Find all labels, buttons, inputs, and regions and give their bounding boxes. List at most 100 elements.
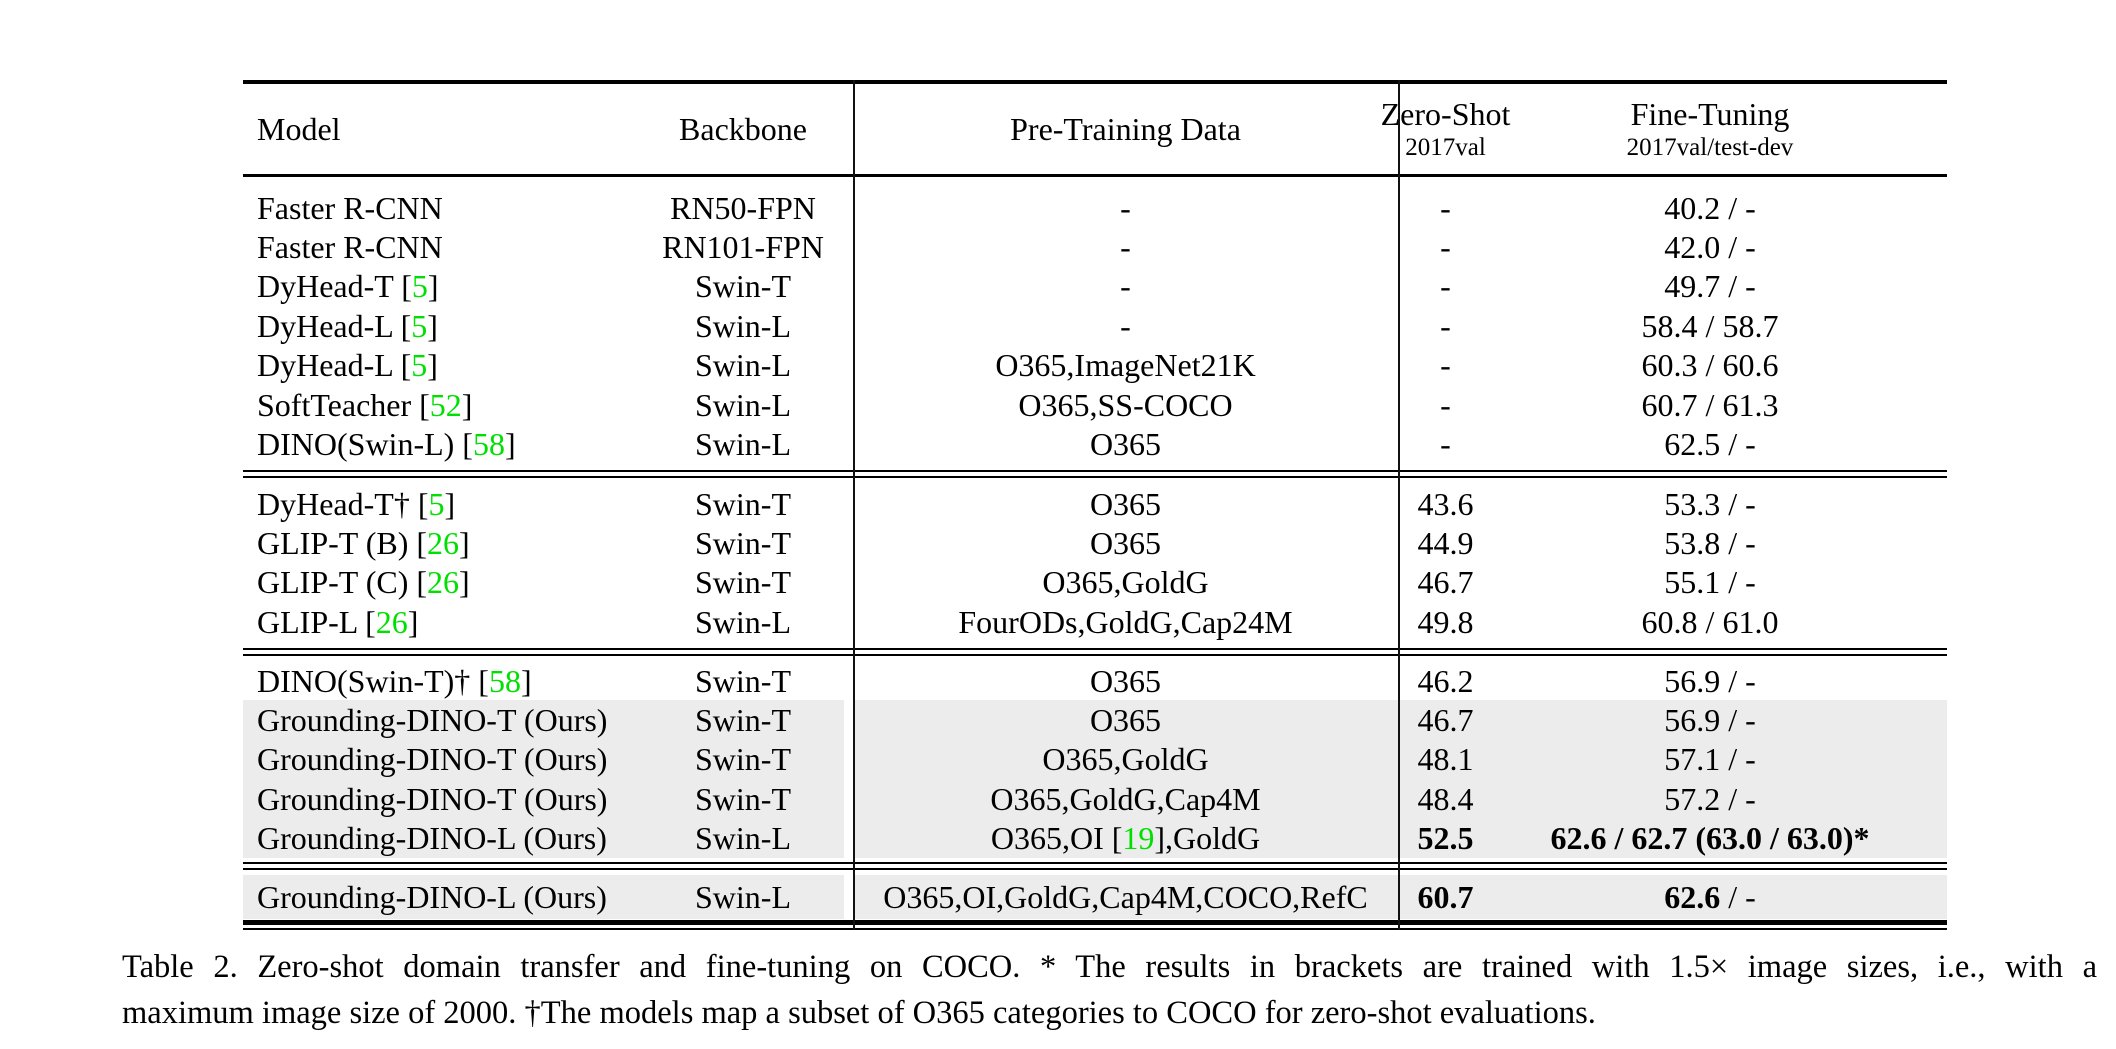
header-pretraining-data: Pre-Training Data — [1010, 110, 1241, 147]
table-caption: Table 2. Zero-shot domain transfer and f… — [122, 944, 2097, 1036]
model-cell: DyHead-L [5] — [243, 310, 633, 342]
fine-tuning-cell: 58.4 / 58.7 — [1493, 310, 1947, 342]
zero-shot-cell: 48.4 — [1398, 783, 1493, 815]
backbone-cell: Swin-T — [695, 485, 791, 522]
caption-line-1: Table 2. Zero-shot domain transfer and f… — [122, 949, 2097, 985]
zero-shot-cell: - — [1398, 349, 1493, 381]
table-row: DyHead-L [5] Swin-L O365,ImageNet21K - 60.3 … — [243, 346, 1947, 385]
table-row: Faster R-CNN RN50-FPN - - 40.2 / - — [243, 188, 1947, 227]
model-cell: Grounding-DINO-L (Ours) — [243, 822, 633, 854]
caption-line-2: maximum image size of 2000. †The models … — [122, 995, 1596, 1031]
model-cell: SoftTeacher [52] — [243, 389, 633, 421]
pretraining-data-cell: O365 — [853, 527, 1398, 559]
text-segment: DyHead-L [ — [257, 347, 412, 384]
citation-link[interactable]: 58 — [472, 426, 505, 463]
citation-link[interactable]: 52 — [429, 386, 462, 423]
citation-link[interactable]: 5 — [411, 347, 428, 384]
zero-shot-cell: 46.2 — [1398, 665, 1493, 697]
text-segment: O365 — [1089, 662, 1162, 699]
text-segment: 46.7 — [1417, 564, 1474, 601]
model-cell: Faster R-CNN — [243, 231, 633, 263]
pretraining-data-cell: O365 — [853, 488, 1398, 520]
citation-link[interactable]: 26 — [427, 525, 460, 562]
backbone-cell: Swin-L — [695, 879, 791, 915]
row-highlight — [243, 818, 844, 858]
citation-link[interactable]: 26 — [427, 564, 460, 601]
text-segment: Faster R-CNN — [257, 229, 443, 266]
backbone-cell: RN50-FPN — [670, 189, 816, 226]
row-highlight — [243, 779, 844, 819]
text-segment: O365 — [1089, 702, 1162, 739]
model-cell: GLIP-T (B) [26] — [243, 527, 633, 559]
text-segment: 62.6 / 62.7 (63.0 / 63.0)* — [1550, 820, 1870, 857]
text-segment: 56.9 / - — [1664, 702, 1756, 739]
text-segment: ] — [459, 564, 470, 601]
header-fine-tuning-subtitle: 2017val/test-dev — [1626, 134, 1794, 161]
text-segment: DINO(Swin-T)† [ — [257, 662, 489, 699]
table-row: DINO(Swin-T)† [58] Swin-T O365 46.2 56.9 / - — [243, 661, 1947, 700]
text-segment: ] — [407, 603, 419, 640]
text-segment: 40.2 / - — [1664, 189, 1756, 226]
zero-shot-cell: - — [1398, 231, 1493, 263]
table-row: GLIP-L [26] Swin-L FourODs,GoldG,Cap24M 49.… — [243, 602, 1947, 641]
model-cell: DyHead-T† [5] — [243, 488, 633, 520]
fine-tuning-cell: 55.1 / - — [1493, 566, 1947, 598]
fine-tuning-cell: 49.7 / - — [1493, 270, 1947, 302]
zero-shot-cell: - — [1398, 270, 1493, 302]
results-table: Model Backbone Pre-Training Data Zero-Sh… — [243, 80, 1947, 932]
row-highlight — [243, 875, 844, 919]
section-rule — [243, 648, 1947, 650]
table-row: Grounding-DINO-L (Ours) Swin-L O365,OI,Gol… — [243, 875, 1947, 919]
pretraining-data-cell: - — [853, 270, 1398, 302]
pretraining-data-cell: O365,GoldG — [853, 566, 1398, 598]
text-segment: O365,GoldG — [1042, 741, 1209, 778]
header-fine-tuning: Fine-Tuning 2017val/test-dev — [1493, 95, 1947, 163]
citation-link[interactable]: 26 — [375, 603, 408, 640]
header-fine-tuning-title: Fine-Tuning — [1630, 96, 1790, 132]
citation-link[interactable]: 58 — [488, 662, 521, 699]
text-segment: 46.2 — [1417, 662, 1474, 699]
citation-link[interactable]: 5 — [411, 307, 428, 344]
fine-tuning-cell: 56.9 / - — [1493, 704, 1947, 736]
header-zero-shot: Zero-Shot 2017val — [1381, 95, 1511, 163]
table-row: DyHead-L [5] Swin-L - - 58.4 / 58.7 — [243, 306, 1947, 345]
fine-tuning-cell: 53.3 / - — [1493, 488, 1947, 520]
text-segment: 57.1 / - — [1664, 741, 1756, 778]
text-segment: Faster R-CNN — [257, 189, 443, 226]
zero-shot-cell: 43.6 — [1398, 488, 1493, 520]
fine-tuning-cell: 62.6 / 62.7 (63.0 / 63.0)* — [1493, 822, 1947, 854]
text-segment: Grounding-DINO-T (Ours) — [257, 780, 608, 817]
text-segment: ] — [427, 307, 438, 344]
table-section-closed-set: Faster R-CNN RN50-FPN - -40.2 / - Faster R-C… — [243, 188, 1947, 464]
text-segment: 49.8 — [1417, 603, 1474, 640]
table-row: Grounding-DINO-T (Ours) Swin-T O365,GoldG 4… — [243, 739, 1947, 780]
backbone-cell: Swin-T — [695, 702, 791, 739]
section-rule — [243, 868, 1947, 870]
text-segment: ] — [461, 386, 473, 423]
text-segment: ] — [427, 347, 438, 384]
table-section-zero-shot-baselines: DyHead-T† [5] Swin-T O365 43.6 53.3 / - GLIP-… — [243, 484, 1947, 642]
table-row: Grounding-DINO-T (Ours) Swin-T O365,GoldG,… — [243, 779, 1947, 819]
backbone-cell: Swin-T — [695, 564, 791, 601]
text-segment: 60.3 / 60.6 — [1641, 347, 1779, 384]
text-segment: - — [1440, 307, 1451, 344]
backbone-cell: Swin-L — [695, 603, 791, 640]
text-segment: Grounding-DINO-L (Ours) — [257, 820, 607, 857]
fine-tuning-cell: 60.3 / 60.6 — [1493, 349, 1947, 381]
pretraining-data-cell: O365,GoldG — [853, 743, 1398, 775]
text-segment: - — [1440, 189, 1451, 226]
pretraining-data-cell: O365,ImageNet21K — [853, 349, 1398, 381]
text-segment: - — [1440, 229, 1451, 266]
text-segment: 49.7 / - — [1664, 268, 1756, 305]
citation-link[interactable]: 19 — [1122, 820, 1155, 857]
text-segment: O365 — [1089, 485, 1162, 522]
text-segment: O365 — [1089, 426, 1162, 463]
header-zero-shot-title: Zero-Shot — [1380, 96, 1511, 132]
citation-link[interactable]: 5 — [411, 268, 428, 305]
table-row: Grounding-DINO-L (Ours) Swin-L O365,OI [19… — [243, 818, 1947, 858]
text-segment: 53.8 / - — [1664, 525, 1756, 562]
model-cell: GLIP-L [26] — [243, 606, 633, 638]
text-segment: 44.9 — [1417, 525, 1474, 562]
citation-link[interactable]: 5 — [428, 485, 445, 522]
table-row: DyHead-T† [5] Swin-T O365 43.6 53.3 / - — [243, 484, 1947, 523]
